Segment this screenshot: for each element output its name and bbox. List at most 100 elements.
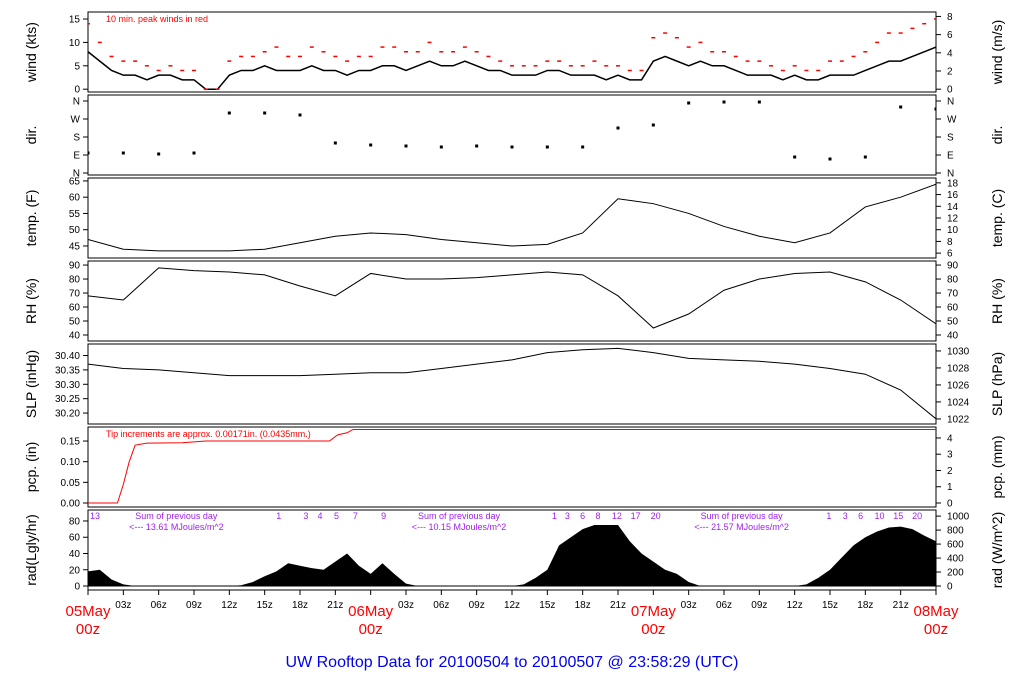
- y-axis-label-right: RH (%): [989, 278, 1005, 324]
- dir-point: [157, 152, 161, 156]
- wind-note: 10 min. peak winds in red: [106, 14, 208, 24]
- dir-point: [581, 145, 585, 149]
- daily-sum-title: Sum of previous day: [135, 511, 218, 521]
- y-tick-label: 30.20: [55, 409, 80, 420]
- x-date-hour-label: 00z: [641, 621, 665, 638]
- precip-line: [88, 428, 936, 504]
- y-tick-label: 55: [69, 209, 81, 220]
- y-axis-label-right: pcp. (mm): [989, 436, 1005, 499]
- x-tick-label: 15z: [257, 600, 273, 611]
- y-tick-label: 30.40: [55, 351, 80, 362]
- dir-point: [828, 157, 832, 161]
- x-tick-label: 12z: [787, 600, 803, 611]
- hour-marker: 6: [858, 511, 863, 521]
- y-right-tick-label: 12: [947, 214, 959, 225]
- dir-point: [757, 100, 761, 104]
- y-tick-label: 90: [69, 261, 81, 272]
- x-tick-label: 06z: [433, 600, 449, 611]
- hour-marker: 7: [353, 511, 358, 521]
- panel-frame: [87, 94, 937, 176]
- y-right-tick-label: 60: [947, 303, 959, 314]
- x-tick-label: 21z: [893, 600, 909, 611]
- hour-marker: 13: [90, 511, 100, 521]
- panel-slp: 30.20 30.25 30.30 30.35 30.40 1022 1024 1026 102…: [23, 343, 1005, 425]
- y-axis-label: RH (%): [23, 278, 39, 324]
- x-tick-label: 15z: [539, 600, 555, 611]
- x-tick-label: 15z: [822, 600, 838, 611]
- y-right-tick-label: 1022: [947, 414, 970, 425]
- hour-marker: 1: [826, 511, 831, 521]
- y-tick-label: 30.25: [55, 394, 80, 405]
- dir-point: [863, 155, 867, 159]
- y-right-tick-label: 1000: [947, 512, 970, 523]
- y-right-tick-label: 4: [947, 48, 953, 59]
- daily-sum-value: <--- 21.57 MJoules/m^2: [694, 522, 789, 532]
- y-right-tick-label: 90: [947, 261, 959, 272]
- y-right-tick-label: 2: [947, 67, 953, 78]
- dir-point: [475, 144, 479, 148]
- y-right-tick-label: N: [947, 97, 954, 108]
- x-tick-label: 03z: [681, 600, 697, 611]
- x-tick-label: 18z: [292, 600, 308, 611]
- y-tick-label: 0: [74, 582, 80, 593]
- dir-point: [545, 145, 549, 149]
- x-tick-label: 18z: [575, 600, 591, 611]
- series-wind: [88, 18, 936, 90]
- x-date-label: 06May: [348, 603, 394, 620]
- y-right-tick-label: 14: [947, 202, 959, 213]
- x-tick-label: 06z: [151, 600, 167, 611]
- y-right-tick-label: 1030: [947, 346, 970, 357]
- y-tick-label: 60: [69, 533, 81, 544]
- y-right-tick-label: 2: [947, 466, 953, 477]
- y-right-tick-label: 1024: [947, 397, 970, 408]
- y-tick-label: 0.10: [61, 457, 81, 468]
- y-tick-label: W: [71, 115, 81, 126]
- y-right-tick-label: 16: [947, 190, 959, 201]
- y-tick-label: S: [73, 133, 80, 144]
- series-temp: [88, 183, 936, 252]
- y-right-tick-label: 600: [947, 540, 964, 551]
- panel-frame: [87, 260, 937, 342]
- x-tick-label: 09z: [469, 600, 485, 611]
- y-right-tick-label: 18: [947, 178, 959, 189]
- daily-sum-title: Sum of previous day: [418, 511, 501, 521]
- daily-sum-title: Sum of previous day: [701, 511, 784, 521]
- dir-point: [192, 151, 196, 155]
- y-tick-label: 60: [69, 193, 81, 204]
- y-tick-label: 0.00: [61, 498, 81, 509]
- y-right-tick-label: 400: [947, 554, 964, 565]
- y-right-tick-label: 8: [947, 237, 953, 248]
- y-tick-label: 0.05: [61, 478, 81, 489]
- x-tick-label: 09z: [186, 600, 202, 611]
- y-right-tick-label: 6: [947, 249, 953, 260]
- y-axis-label: pcp. (in): [23, 442, 39, 493]
- x-date-label: 08May: [913, 603, 959, 620]
- hour-marker: 5: [334, 511, 339, 521]
- y-axis-label-right: dir.: [989, 126, 1005, 145]
- panel-frame: [87, 343, 937, 425]
- y-tick-label: 70: [69, 289, 81, 300]
- series-rh: [88, 267, 936, 329]
- hour-marker: 6: [580, 511, 585, 521]
- dir-point: [651, 123, 655, 127]
- dir-point: [934, 107, 936, 111]
- y-right-tick-label: 200: [947, 568, 964, 579]
- x-date-hour-label: 00z: [76, 621, 100, 638]
- y-tick-label: N: [73, 97, 80, 108]
- y-right-tick-label: 1: [947, 482, 953, 493]
- series-rad: [88, 525, 936, 587]
- y-right-tick-label: S: [947, 133, 954, 144]
- y-tick-label: 15: [69, 15, 81, 26]
- hour-marker: 1: [276, 511, 281, 521]
- y-tick-label: 50: [69, 317, 81, 328]
- y-axis-label-right: temp. (C): [989, 189, 1005, 247]
- y-tick-label: 40: [69, 330, 81, 341]
- x-date-hour-label: 00z: [359, 621, 383, 638]
- hour-marker: 20: [912, 511, 922, 521]
- y-right-tick-label: 0: [947, 498, 953, 509]
- hour-marker: 1: [552, 511, 557, 521]
- dir-point: [616, 126, 620, 130]
- hour-marker: 3: [843, 511, 848, 521]
- y-right-tick-label: 70: [947, 289, 959, 300]
